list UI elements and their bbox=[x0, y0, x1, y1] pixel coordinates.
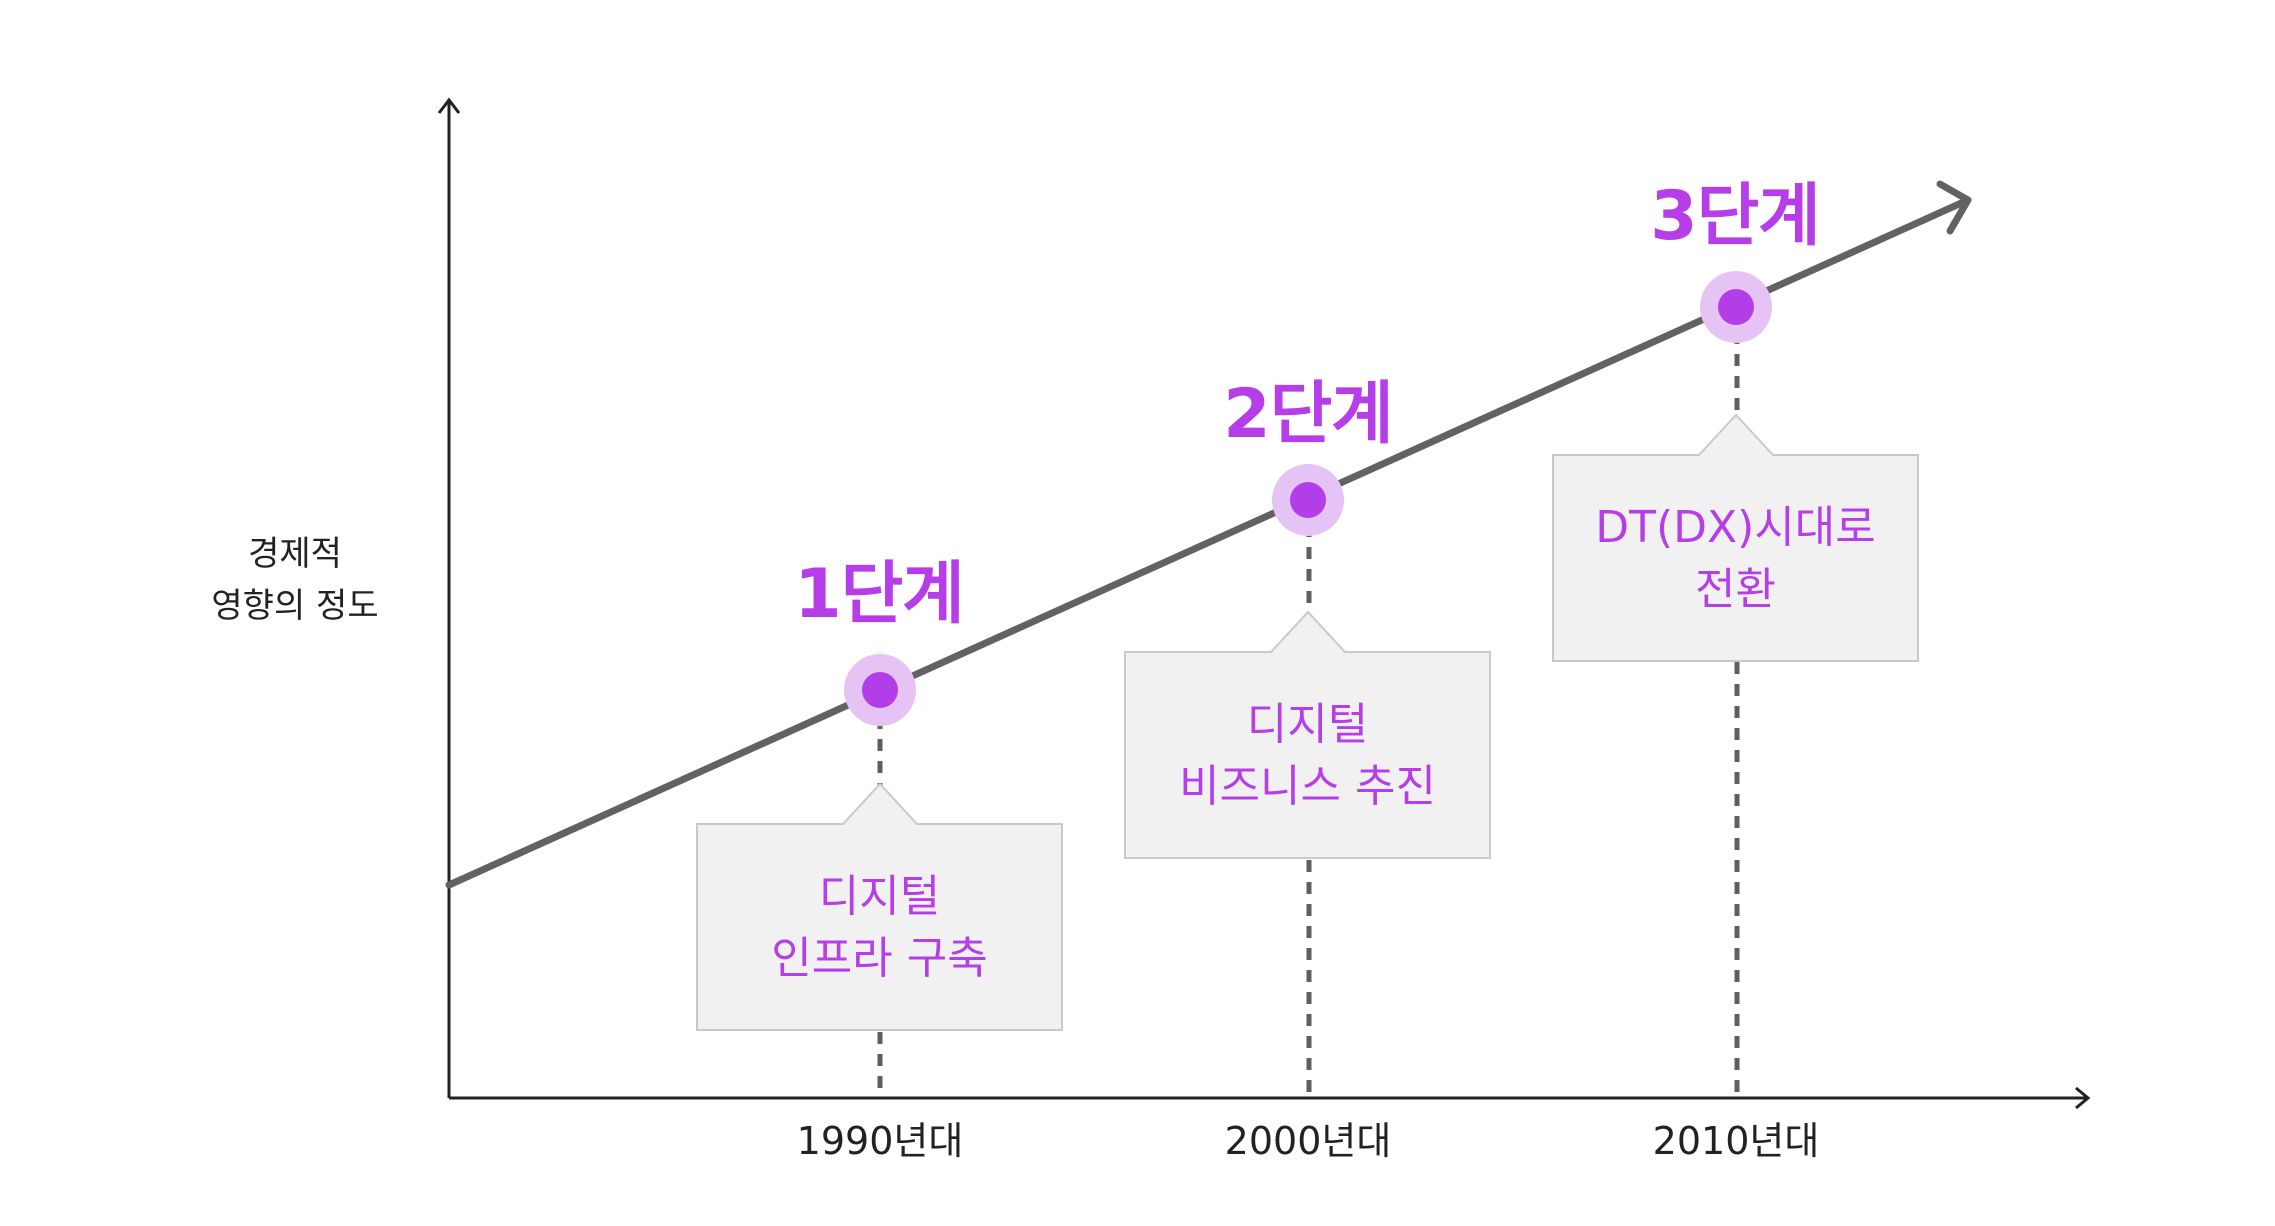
x-axis-arrowhead bbox=[2075, 1086, 2091, 1110]
era-label-2000s: 2000년대 bbox=[1224, 1119, 1392, 1163]
callout-box-2 bbox=[1124, 610, 1491, 859]
y-axis-arrowhead bbox=[437, 97, 461, 114]
callout-2-line-1: 디지털 bbox=[1246, 699, 1369, 750]
callout-text-2: 디지털 비즈니스 추진 bbox=[1125, 694, 1490, 818]
callout-1-line-2: 인프라 구축 bbox=[771, 933, 988, 984]
axes bbox=[437, 97, 2091, 1110]
drop-lines bbox=[877, 310, 1740, 1096]
trend-arrowhead bbox=[1936, 180, 1972, 235]
callout-box-3 bbox=[1552, 413, 1919, 662]
callout-3-line-1: DT(DX)시대로 bbox=[1595, 502, 1876, 553]
y-axis-label: 경제적 영향의 정도 bbox=[180, 528, 410, 632]
marker-dot-2 bbox=[1290, 482, 1326, 518]
callout-2-line-2: 비즈니스 추진 bbox=[1179, 761, 1436, 812]
callouts bbox=[696, 413, 1919, 1031]
callout-1-line-1: 디지털 bbox=[818, 871, 941, 922]
y-axis-label-line-1: 경제적 bbox=[248, 534, 342, 574]
y-axis-label-line-2: 영향의 정도 bbox=[211, 586, 379, 626]
callout-box-1 bbox=[696, 782, 1063, 1031]
marker-dot-1 bbox=[862, 672, 898, 708]
stage-markers bbox=[844, 271, 1772, 726]
callout-text-1: 디지털 인프라 구축 bbox=[697, 866, 1062, 990]
era-label-2010s: 2010년대 bbox=[1652, 1119, 1820, 1163]
stage-title-1: 1단계 bbox=[794, 555, 964, 634]
era-label-1990s: 1990년대 bbox=[796, 1119, 964, 1163]
stage-title-2: 2단계 bbox=[1223, 375, 1393, 454]
marker-dot-3 bbox=[1718, 289, 1754, 325]
callout-text-3: DT(DX)시대로 전환 bbox=[1553, 497, 1918, 621]
callout-3-line-2: 전환 bbox=[1695, 564, 1776, 615]
stage-title-3: 3단계 bbox=[1650, 177, 1820, 256]
